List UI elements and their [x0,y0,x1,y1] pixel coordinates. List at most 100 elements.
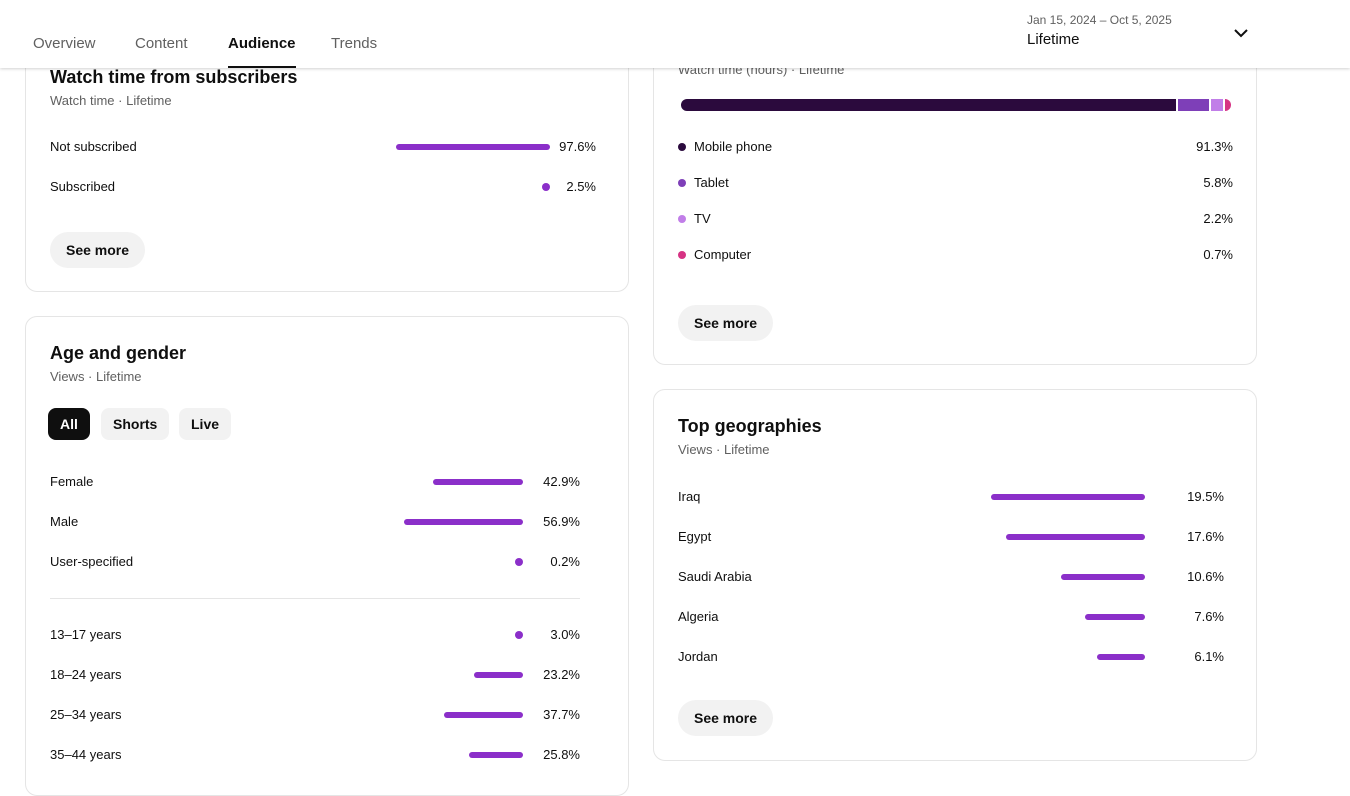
age-row: 13–17 years 3.0% [50,625,580,645]
row-label: Mobile phone [694,139,773,154]
card-title: Watch time from subscribers [50,67,298,87]
percentage-bar [1096,654,1145,660]
row-label: Egypt [678,529,712,544]
row-value: 0.2% [550,554,580,569]
percentage-bar [1085,614,1145,620]
divider [50,598,580,599]
row-value: 37.7% [543,707,580,722]
legend-dot-icon [678,215,686,223]
row-value: 91.3% [1196,139,1233,154]
row-value: 6.1% [1194,649,1224,664]
device-segment [1177,99,1210,111]
percentage-bar [542,183,550,191]
row-value: 17.6% [1187,529,1224,544]
percentage-bar [1061,574,1145,580]
legend-dot-icon [678,143,686,151]
row-label: Jordan [678,649,718,664]
row-value: 97.6% [559,139,596,154]
row-label: 25–34 years [50,707,122,722]
see-more-button[interactable]: See more [678,305,774,341]
period-label: Lifetime [1027,31,1080,48]
row-label: Male [50,514,79,529]
device-type-card: Watch time (hours) · Lifetime Mobile pho… [653,20,1257,365]
age-row: 25–34 years 37.7% [50,705,580,725]
row-value: 2.5% [566,179,596,194]
row-label: TV [694,211,711,226]
row-value: 56.9% [543,514,580,529]
row-label: 35–44 years [50,747,122,762]
device-row: Tablet 5.8% [678,173,1233,193]
tab-overview[interactable]: Overview [33,35,96,52]
device-segment [1225,99,1231,111]
percentage-bar [443,712,523,718]
percentage-bar [395,144,550,150]
device-stacked-bar [681,99,1231,111]
card-subtitle: Views · Lifetime [50,369,142,384]
percentage-bar [432,479,523,485]
row-label: Saudi Arabia [678,569,752,584]
gender-row: User-specified 0.2% [50,552,580,572]
percentage-bar [468,752,523,758]
row-label: Female [50,474,94,489]
geography-row: Egypt 17.6% [678,527,1224,547]
row-value: 2.2% [1203,211,1233,226]
geography-row: Jordan 6.1% [678,647,1224,667]
date-range-selector[interactable]: Jan 15, 2024 – Oct 5, 2025 Lifetime [1027,13,1172,48]
device-row: Computer 0.7% [678,245,1233,265]
device-row: TV 2.2% [678,209,1233,229]
row-label: Algeria [678,609,719,624]
tab-audience[interactable]: Audience [228,35,296,68]
row-value: 7.6% [1194,609,1224,624]
percentage-bar [474,672,523,678]
tab-trends[interactable]: Trends [331,35,378,52]
row-label: 13–17 years [50,627,122,642]
legend-dot-icon [678,251,686,259]
age-gender-card: Age and gender Views · Lifetime All Shor… [25,316,629,796]
percentage-bar [403,519,523,525]
see-more-button[interactable]: See more [678,700,774,736]
row-label: Subscribed [50,179,116,194]
row-label: User-specified [50,554,134,569]
subscriber-row: Subscribed 2.5% [50,177,596,197]
legend-dot-icon [678,179,686,187]
row-value: 23.2% [543,667,580,682]
row-label: 18–24 years [50,667,122,682]
chevron-down-icon[interactable] [1232,24,1250,42]
gender-row: Female 42.9% [50,472,580,492]
subscriber-row: Not subscribed 97.6% [50,137,596,157]
row-value: 3.0% [550,627,580,642]
percentage-bar [991,494,1145,500]
chip-all[interactable]: All [48,408,90,440]
age-row: 18–24 years 23.2% [50,665,580,685]
chip-live[interactable]: Live [179,408,232,440]
top-header: Overview Content Audience Trends Jan 15,… [0,0,1350,68]
date-range-text: Jan 15, 2024 – Oct 5, 2025 [1027,13,1172,27]
row-label: Iraq [678,489,701,504]
row-label: Tablet [694,175,729,190]
card-title: Age and gender [50,343,187,363]
row-value: 19.5% [1187,489,1224,504]
row-value: 42.9% [543,474,580,489]
card-subtitle: Views · Lifetime [678,442,770,457]
see-more-button[interactable]: See more [50,232,146,268]
percentage-bar [515,558,523,566]
percentage-bar [515,631,523,639]
row-value: 10.6% [1187,569,1224,584]
chip-shorts[interactable]: Shorts [101,408,170,440]
tab-content[interactable]: Content [135,35,188,52]
row-value: 25.8% [543,747,580,762]
card-subtitle: Watch time · Lifetime [50,93,172,108]
geography-row: Algeria 7.6% [678,607,1224,627]
device-segment [1211,99,1224,111]
row-label: Computer [694,247,752,262]
age-row: 35–44 years 25.8% [50,745,580,765]
geography-row: Iraq 19.5% [678,487,1224,507]
percentage-bar [1006,534,1145,540]
device-segment [681,99,1176,111]
card-title: Top geographies [678,416,822,436]
top-geographies-card: Top geographies Views · Lifetime Iraq 19.… [653,389,1257,761]
row-value: 5.8% [1203,175,1233,190]
row-label: Not subscribed [50,139,137,154]
device-row: Mobile phone 91.3% [678,137,1233,157]
geography-row: Saudi Arabia 10.6% [678,567,1224,587]
